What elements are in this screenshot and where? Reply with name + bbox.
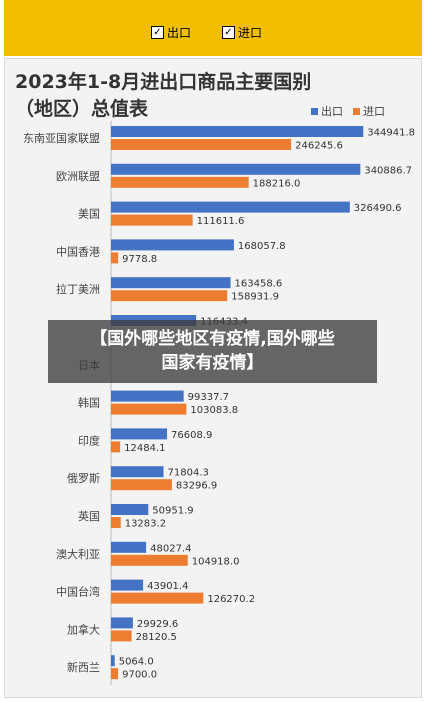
legend-label-export: 出口	[321, 105, 343, 118]
category-label: 拉丁美洲	[56, 282, 100, 296]
chart-legend: 出口 进口	[311, 103, 385, 119]
category-label: 美国	[78, 208, 100, 221]
bar-import	[111, 441, 121, 453]
bar-export	[111, 541, 147, 553]
bar-import	[111, 290, 228, 302]
bar-import	[111, 554, 188, 566]
data-label-import: 246245.6	[295, 141, 343, 152]
bar-export	[111, 201, 350, 213]
data-label-export: 29929.6	[137, 619, 178, 630]
filter-bar: ✓ 出口 ✓ 进口	[4, 0, 422, 56]
bar-import	[111, 517, 121, 528]
legend-label-import: 进口	[363, 105, 385, 118]
bar-import	[111, 592, 204, 604]
bar-import	[111, 479, 172, 491]
category-label: 英国	[78, 509, 100, 523]
data-label-import: 12484.1	[124, 443, 165, 454]
bar-import	[111, 176, 249, 188]
data-label-import: 28120.5	[136, 632, 177, 643]
data-label-import: 9778.8	[122, 254, 157, 265]
category-label: 中国香港	[56, 245, 100, 258]
data-label-export: 5064.0	[119, 657, 154, 668]
bar-export	[111, 390, 184, 402]
chart-title: 2023年1-8月进出口商品主要国别（地区）总值表	[15, 71, 312, 120]
data-label-export: 344941.8	[367, 128, 415, 139]
data-label-import: 158931.9	[231, 292, 279, 303]
legend-item-import: 进口	[353, 103, 385, 119]
legend-item-export: 出口	[311, 103, 343, 119]
data-label-export: 99337.7	[188, 392, 229, 403]
bar-export	[111, 428, 168, 440]
data-label-import: 103083.8	[190, 405, 238, 416]
banner-line-1: 【国外哪些地区有疫情,国外哪些	[90, 329, 335, 349]
legend-swatch-export	[311, 108, 318, 115]
bar-import	[111, 630, 132, 642]
category-label: 俄罗斯	[67, 472, 100, 485]
bar-export	[111, 126, 364, 137]
bar-import	[111, 668, 119, 680]
bar-export	[111, 163, 361, 175]
data-label-import: 9700.0	[122, 670, 157, 681]
category-label: 新西兰	[67, 660, 100, 674]
bar-import	[111, 403, 187, 415]
data-label-export: 163458.6	[235, 279, 283, 290]
checkmark-icon: ✓	[151, 26, 164, 39]
category-label: 韩国	[78, 396, 100, 410]
bar-export	[111, 466, 164, 478]
import-filter-checkbox[interactable]: ✓ 进口	[222, 24, 262, 41]
bar-export	[111, 617, 133, 629]
bar-export	[111, 277, 231, 289]
bar-chart: 东南亚国家联盟 344941.8 246245.6 欧洲联盟 340886.7 18821…	[23, 121, 415, 685]
data-label-export: 71804.3	[168, 468, 209, 479]
category-label: 加拿大	[67, 622, 100, 636]
checkmark-icon: ✓	[222, 26, 235, 39]
bar-export	[111, 655, 115, 667]
legend-swatch-import	[353, 108, 360, 115]
data-label-import: 126270.2	[207, 594, 255, 605]
data-label-import: 104918.0	[192, 556, 240, 567]
category-label: 印度	[78, 433, 100, 447]
category-label: 东南亚国家联盟	[23, 131, 100, 145]
data-label-import: 83296.9	[176, 481, 217, 492]
category-label: 中国台湾	[56, 585, 100, 599]
category-label: 澳大利亚	[56, 547, 100, 561]
bar-import	[111, 139, 292, 150]
data-label-export: 43901.4	[147, 581, 188, 592]
bar-import	[111, 252, 119, 264]
data-label-export: 76608.9	[171, 430, 212, 441]
data-label-export: 50951.9	[152, 506, 193, 517]
data-label-import: 111611.6	[197, 216, 245, 227]
data-label-import: 188216.0	[253, 178, 301, 189]
data-label-import: 13283.2	[125, 519, 166, 530]
bar-export	[111, 504, 149, 515]
import-filter-label: 进口	[238, 26, 263, 40]
export-filter-checkbox[interactable]: ✓ 出口	[151, 24, 191, 41]
bar-export	[111, 239, 234, 251]
data-label-export: 326490.6	[354, 203, 402, 214]
data-label-export: 168057.8	[238, 241, 286, 252]
data-label-export: 340886.7	[364, 165, 412, 176]
export-filter-label: 出口	[167, 26, 192, 40]
banner-line-2: 国家有疫情】	[161, 353, 264, 373]
data-label-export: 48027.4	[150, 543, 191, 554]
category-label: 欧洲联盟	[56, 170, 100, 183]
bar-import	[111, 214, 193, 226]
bar-export	[111, 579, 144, 591]
overlay-banner: 【国外哪些地区有疫情,国外哪些 国家有疫情】	[48, 320, 377, 383]
